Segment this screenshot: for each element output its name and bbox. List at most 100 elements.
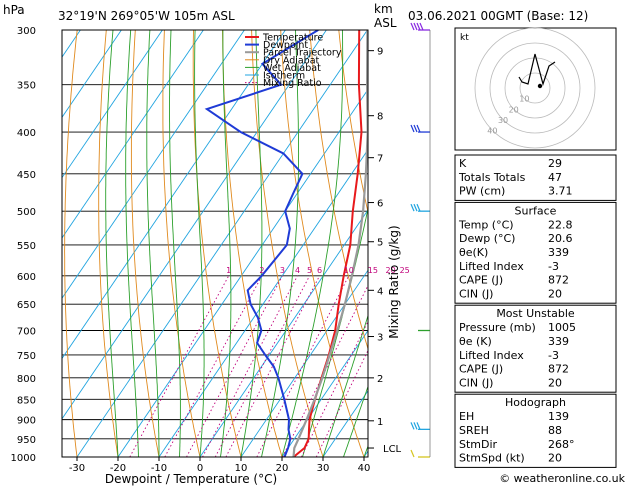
hodograph-indices-row-value: 268° — [548, 438, 575, 451]
x-tick-10: 10 — [235, 463, 248, 474]
location-label: 32°19'N 269°05'W 105m ASL — [58, 9, 235, 23]
hodograph-ring-label-10: 10 — [519, 95, 529, 104]
wind-barb-feather — [413, 22, 418, 31]
x-tick--30: -30 — [69, 463, 85, 474]
pressure-tick-450: 450 — [17, 170, 36, 181]
x-tick--20: -20 — [110, 463, 126, 474]
x-tick-20: 20 — [276, 463, 289, 474]
pressure-tick-350: 350 — [17, 81, 36, 92]
isotherm-line — [62, 30, 204, 239]
mixing-ratio-label-20: 20 — [386, 266, 396, 275]
surface-row-label: Lifted Index — [459, 260, 524, 273]
km-tick-3: 3 — [377, 333, 383, 344]
hodograph-ring — [519, 72, 551, 104]
plot-frame — [61, 29, 369, 458]
hodograph-indices-box — [454, 393, 617, 468]
hodograph-indices-row-label: SREH — [459, 424, 489, 437]
wind-barb-feather — [416, 22, 421, 31]
isotherm-line — [117, 88, 368, 457]
profile-series — [204, 30, 368, 457]
surface-row-value: 872 — [548, 274, 569, 287]
hodograph-frame — [454, 27, 617, 151]
pressure-tick-750: 750 — [17, 351, 36, 362]
indices-table: K 29 Totals Totals 47 PW (cm) 3.71 SurfaceTemp… — [454, 154, 617, 468]
copyright-label: © weatheronline.co.uk — [499, 472, 625, 485]
km-tick-2: 2 — [377, 374, 383, 385]
mixing-ratio-line — [186, 275, 283, 457]
mixing-ratio-label-25: 25 — [400, 266, 410, 275]
wind-barb-feather — [416, 124, 421, 133]
most-unstable-title: Most Unstable — [496, 307, 575, 320]
series-parcel-trajectory — [292, 30, 368, 457]
hodograph-ring — [474, 27, 596, 149]
most-unstable-row-value: 1005 — [548, 321, 576, 334]
temperature-axis: -30 -20 -10 0 10 20 30 40 — [69, 457, 371, 474]
hodograph-indices-title: Hodograph — [505, 396, 566, 409]
asl-unit-label: ASL — [374, 16, 397, 30]
dry-adiabat-line — [130, 30, 160, 457]
isotherm-line — [76, 30, 368, 457]
pressure-tick-550: 550 — [17, 241, 36, 252]
pressure-tick-600: 600 — [17, 272, 36, 283]
hodograph-trace — [518, 53, 556, 87]
pressure-tick-950: 950 — [17, 435, 36, 446]
most-unstable-row-value: 339 — [548, 335, 569, 348]
isobar-lines — [62, 30, 368, 457]
wet-adiabat-line — [343, 385, 368, 457]
plot-area — [62, 30, 368, 457]
hodograph-ring-label-30: 30 — [498, 116, 508, 125]
legend-label-parcel-trajectory: Parcel Trajectory — [263, 48, 342, 59]
most-unstable-row-value: 20 — [548, 376, 562, 389]
surface-box — [454, 201, 617, 304]
legend-label-dry-adiabat: Dry Adiabat — [263, 55, 320, 66]
indices-row-label: K — [459, 157, 467, 170]
legend-label-wet-adiabat: Wet Adiabat — [263, 63, 321, 74]
pressure-tick-1000: 1000 — [11, 453, 36, 464]
wet-adiabat-line — [220, 30, 232, 457]
hodograph-indices-row-label: EH — [459, 410, 474, 423]
x-axis-title: Dewpoint / Temperature (°C) — [105, 472, 277, 486]
wind-barb-feather — [413, 124, 418, 133]
x-tick-0: 0 — [197, 463, 203, 474]
dry-adiabat-line — [192, 30, 242, 457]
wet-adiabat-line — [146, 30, 160, 457]
wind-barb-feather — [410, 203, 415, 212]
lcl-label: LCL — [383, 444, 402, 455]
dry-adiabat-line — [64, 30, 78, 457]
wet-adiabat-line — [105, 30, 119, 457]
isotherm-line — [240, 269, 368, 457]
pressure-tick-400: 400 — [17, 128, 36, 139]
pressure-tick-500: 500 — [17, 207, 36, 218]
hodograph-indices-row-value: 139 — [548, 410, 569, 423]
x-tick-40: 40 — [358, 463, 371, 474]
most-unstable-row-label: CAPE (J) — [459, 363, 503, 376]
hodograph-ring-label-40: 40 — [487, 127, 497, 136]
wind-barb-feather — [419, 22, 424, 31]
pressure-tick-850: 850 — [17, 395, 36, 406]
km-tick-1: 1 — [377, 417, 383, 428]
wet-adiabat-line — [169, 30, 181, 457]
mixing-ratio-label-10: 10 — [344, 266, 354, 275]
pressure-unit-label: hPa — [3, 3, 25, 17]
most-unstable-row-label: Lifted Index — [459, 349, 524, 362]
most-unstable-row-value: -3 — [548, 349, 559, 362]
mixing-ratio-line — [225, 275, 320, 457]
pressure-tick-650: 650 — [17, 300, 36, 311]
indices-row-value: 47 — [548, 171, 562, 184]
wet-adiabat-line — [125, 30, 139, 457]
surface-row-label: Temp (°C) — [458, 218, 514, 231]
surface-row-label: CIN (J) — [459, 287, 493, 300]
wind-barb-feather — [410, 124, 415, 133]
km-tick-6: 6 — [377, 199, 383, 210]
most-unstable-row-label: CIN (J) — [459, 376, 493, 389]
indices-row-value: 29 — [548, 157, 562, 170]
mixing-ratio-label-3: 3 — [280, 266, 285, 275]
isotherm-line — [158, 148, 368, 457]
pressure-tick-700: 700 — [17, 327, 36, 338]
legend-label-isotherm: Isotherm — [263, 71, 305, 82]
mixing-ratio-line — [282, 284, 368, 457]
surface-row-value: 20 — [548, 287, 562, 300]
